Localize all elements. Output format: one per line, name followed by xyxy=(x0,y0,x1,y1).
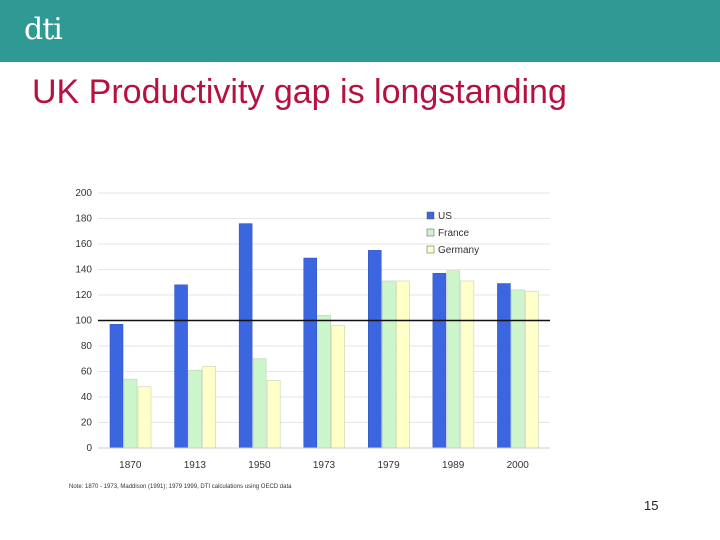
legend-swatch-france xyxy=(426,228,435,237)
bar-germany-1979 xyxy=(396,280,410,449)
x-tick-label: 1979 xyxy=(377,460,400,471)
productivity-bar-chart: 0 20 40 60 80 100 120 140 160 180 200 1870 1913 1950 1… xyxy=(75,188,550,471)
x-tick-label: 1989 xyxy=(442,460,465,471)
bar-france-2000 xyxy=(511,289,525,449)
bar-us-1950 xyxy=(238,223,253,449)
x-tick-label: 1870 xyxy=(119,460,142,471)
bar-us-1979 xyxy=(368,250,382,449)
bar-us-1870 xyxy=(109,324,124,449)
source-note: Note: 1870 - 1973, Maddison (1991); 1979… xyxy=(69,484,292,490)
bar-germany-2000 xyxy=(525,290,539,449)
y-tick-label: 0 xyxy=(86,443,92,454)
legend-swatch-us xyxy=(426,211,435,220)
bar-france-1913 xyxy=(188,369,202,449)
bar-germany-1870 xyxy=(137,386,152,449)
bar-germany-1950 xyxy=(266,380,281,449)
bar-germany-1973 xyxy=(331,325,345,449)
y-tick-label: 20 xyxy=(81,418,93,429)
bar-germany-1989 xyxy=(460,280,475,449)
y-tick-label: 80 xyxy=(81,341,93,352)
legend-swatch-germany xyxy=(426,245,435,254)
bar-germany-1913 xyxy=(202,366,216,449)
y-tick-label: 180 xyxy=(75,214,92,225)
y-tick-label: 160 xyxy=(75,239,92,250)
bar-france-1979 xyxy=(382,280,396,449)
legend-label-us: US xyxy=(438,211,452,222)
header-bar: dti xyxy=(0,0,720,62)
x-tick-label: 2000 xyxy=(507,460,530,471)
y-tick-label: 140 xyxy=(75,265,92,276)
x-tick-label: 1950 xyxy=(248,460,271,471)
bar-us-1913 xyxy=(174,284,188,449)
y-tick-label: 120 xyxy=(75,290,92,301)
x-tick-label: 1913 xyxy=(184,460,207,471)
bar-us-1973 xyxy=(303,257,317,449)
bar-france-1973 xyxy=(317,315,331,449)
bar-us-1989 xyxy=(432,273,447,449)
page-number: 15 xyxy=(644,498,659,513)
y-tick-label: 60 xyxy=(81,367,93,378)
dti-logo: dti xyxy=(24,12,63,47)
bar-france-1870 xyxy=(123,378,138,449)
bar-us-2000 xyxy=(497,283,511,449)
slide-title: UK Productivity gap is longstanding xyxy=(32,73,567,111)
legend-label-germany: Germany xyxy=(438,245,479,256)
legend-label-france: France xyxy=(438,228,470,239)
y-tick-label: 40 xyxy=(81,392,93,403)
y-tick-label: 100 xyxy=(75,316,92,327)
x-tick-label: 1973 xyxy=(313,460,336,471)
bar-france-1950 xyxy=(252,358,267,449)
bar-france-1989 xyxy=(446,270,461,449)
y-tick-label: 200 xyxy=(75,188,92,199)
